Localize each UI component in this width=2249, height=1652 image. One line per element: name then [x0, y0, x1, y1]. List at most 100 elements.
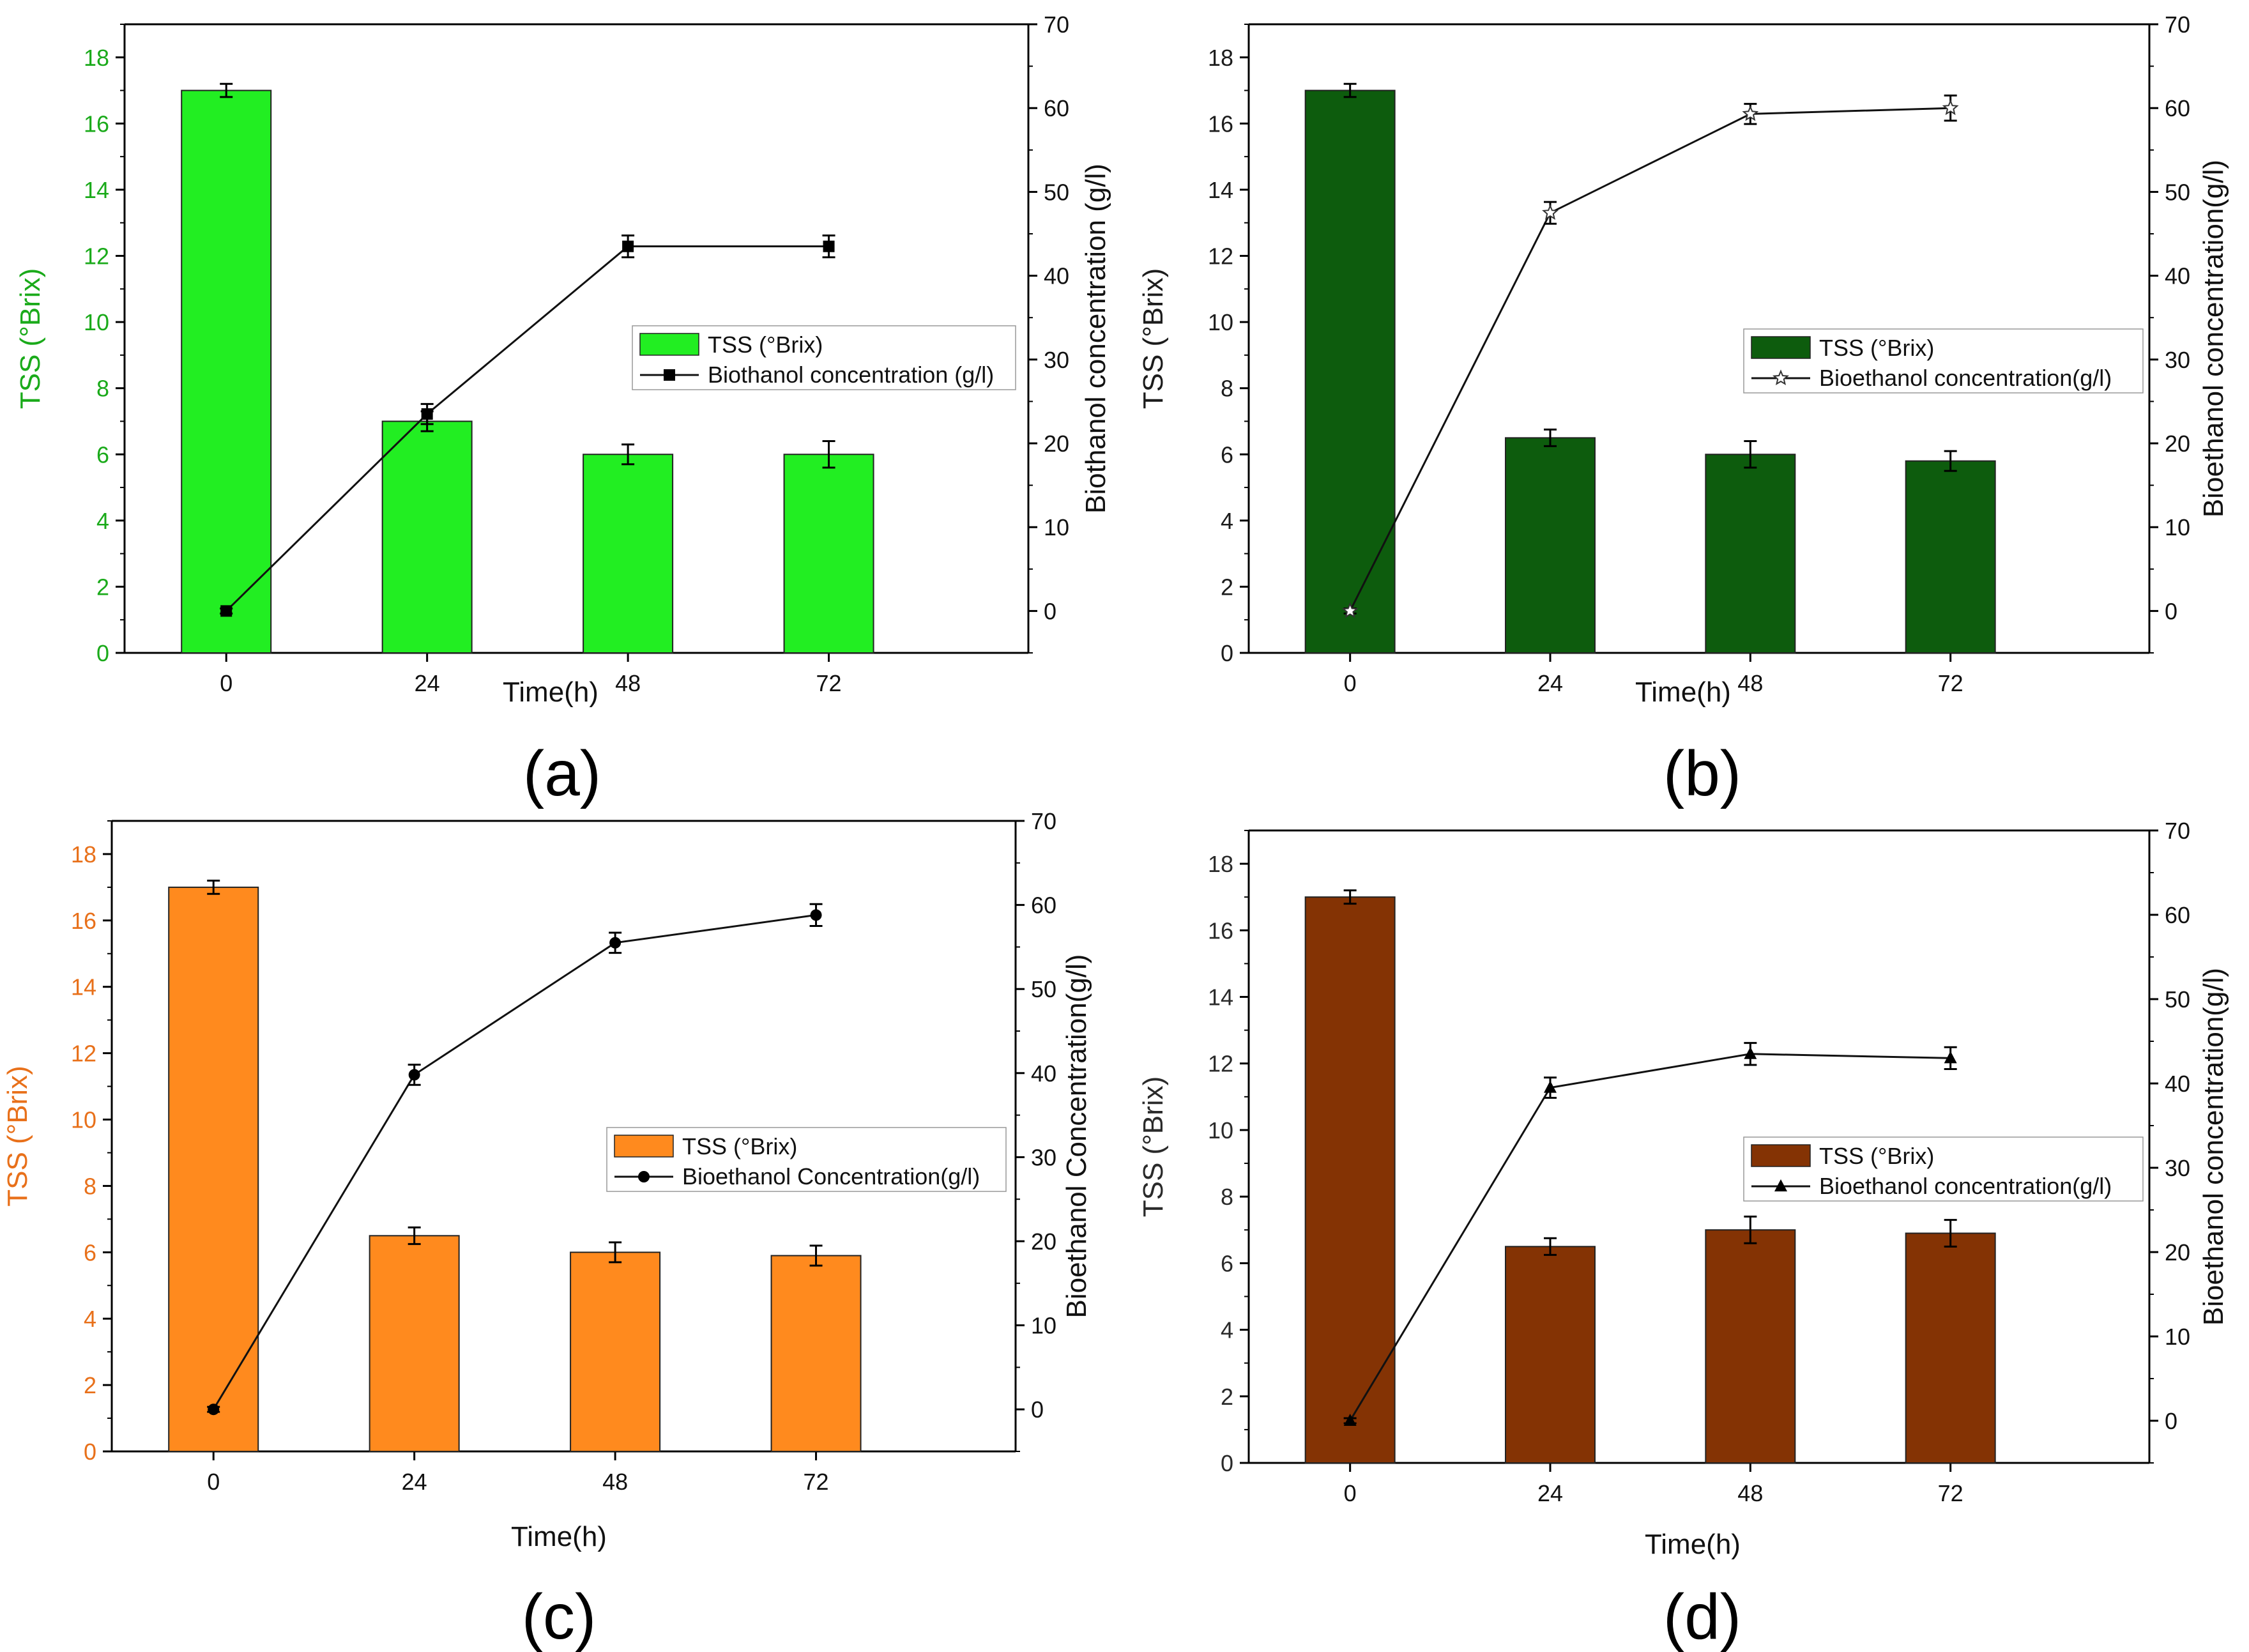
- bar: [369, 1235, 460, 1453]
- x-tick-label: 72: [804, 1469, 829, 1495]
- bar-error: [1343, 82, 1357, 98]
- left-tick-label: 12: [71, 1041, 96, 1067]
- left-tick-label: 8: [84, 1173, 96, 1199]
- right-tick-label: 30: [2165, 1155, 2190, 1181]
- left-tick-label: 0: [84, 1439, 96, 1465]
- left-y-axis-title: TSS (°Brix): [15, 268, 46, 409]
- bar-error: [1744, 440, 1757, 469]
- panel-label: (c): [522, 1581, 597, 1652]
- bar: [1905, 1232, 1996, 1464]
- x-tick-label: 72: [1938, 1480, 1963, 1506]
- legend: TSS (°Brix) Bioethanol concentration(g/l): [1743, 328, 2144, 394]
- left-tick-label: 0: [1221, 640, 1233, 666]
- legend: TSS (°Brix) Bioethanol Concentration(g/l): [606, 1127, 1007, 1192]
- bar-error: [408, 1226, 421, 1245]
- bar-error: [1544, 428, 1557, 447]
- right-tick-label: 0: [2165, 598, 2177, 624]
- right-tick-label: 10: [1044, 514, 1069, 540]
- bar-error: [1544, 1237, 1557, 1256]
- left-tick-label: 10: [84, 309, 109, 335]
- bar: [1304, 896, 1396, 1464]
- bar-error: [207, 880, 220, 895]
- legend-line-label: Bioethanol concentration(g/l): [1819, 1173, 2112, 1199]
- right-tick-label: 40: [1044, 263, 1069, 289]
- bar: [1304, 89, 1396, 654]
- bar-error: [220, 82, 233, 98]
- bar: [1505, 437, 1596, 654]
- bar: [381, 420, 473, 654]
- line-point: [1942, 99, 1959, 116]
- right-y-axis-title: Bioethanol Concentration(g/l): [1061, 954, 1092, 1319]
- right-tick-label: 40: [2165, 1071, 2190, 1097]
- right-tick-label: 30: [1044, 347, 1069, 373]
- line-point: [421, 408, 433, 420]
- legend: TSS (°Brix) Bioethanol concentration(g/l): [1743, 1136, 2144, 1202]
- line-point: [1341, 602, 1359, 618]
- left-tick-label: 2: [84, 1372, 96, 1398]
- right-tick-label: 60: [2165, 95, 2190, 121]
- left-tick-label: 16: [71, 908, 96, 934]
- legend-bar-swatch: [614, 1135, 674, 1158]
- left-tick-label: 6: [84, 1239, 96, 1266]
- right-tick-label: 20: [1031, 1228, 1056, 1255]
- left-tick-label: 18: [84, 45, 109, 71]
- right-tick-label: 50: [1031, 976, 1056, 1002]
- legend-bar-label: TSS (°Brix): [682, 1133, 797, 1159]
- left-tick-label: 8: [1221, 376, 1233, 402]
- right-tick-label: 70: [1031, 808, 1056, 834]
- panel-label: (b): [1663, 738, 1741, 809]
- line-point: [810, 909, 822, 921]
- bar: [583, 454, 674, 654]
- left-tick-label: 8: [1221, 1184, 1233, 1210]
- line-point: [1544, 1080, 1557, 1093]
- x-tick-label: 0: [220, 670, 233, 696]
- x-tick-label: 48: [615, 670, 641, 696]
- left-tick-label: 12: [1208, 243, 1233, 270]
- left-tick-label: 2: [1221, 1384, 1233, 1410]
- legend-line-label: Biothanol concentration (g/l): [708, 362, 994, 388]
- x-axis-title: Time(h): [511, 1521, 607, 1552]
- legend-bar-swatch: [639, 333, 699, 356]
- bar-error: [822, 440, 835, 469]
- legend: TSS (°Brix) Biothanol concentration (g/l): [632, 325, 1016, 390]
- bar: [1705, 1229, 1796, 1464]
- x-tick-label: 24: [415, 670, 440, 696]
- x-tick-label: 48: [602, 1469, 628, 1495]
- bar: [1905, 460, 1996, 654]
- right-tick-label: 60: [1031, 892, 1056, 919]
- legend-line-marker: [664, 369, 675, 381]
- right-tick-label: 30: [2165, 347, 2190, 373]
- right-tick-label: 20: [2165, 1239, 2190, 1266]
- series-line: [1349, 107, 1951, 612]
- legend-bar-label: TSS (°Brix): [708, 332, 823, 358]
- bar-error: [621, 443, 635, 466]
- right-tick-label: 60: [2165, 902, 2190, 928]
- right-tick-label: 70: [2165, 818, 2190, 844]
- left-tick-label: 10: [1208, 309, 1233, 335]
- right-tick-label: 40: [2165, 263, 2190, 289]
- bar-error: [809, 1244, 823, 1267]
- left-tick-label: 4: [96, 508, 109, 534]
- left-tick-label: 12: [84, 243, 109, 270]
- left-tick-label: 10: [1208, 1117, 1233, 1143]
- right-tick-label: 20: [1044, 431, 1069, 457]
- left-tick-label: 4: [1221, 1317, 1233, 1343]
- x-tick-label: 72: [1938, 670, 1963, 696]
- right-tick-label: 60: [1044, 95, 1069, 121]
- bar-error: [1944, 450, 1957, 472]
- left-tick-label: 6: [96, 441, 109, 468]
- x-tick-label: 24: [1537, 1480, 1563, 1506]
- left-tick-label: 14: [84, 177, 109, 203]
- x-tick-label: 48: [1737, 670, 1763, 696]
- legend-line-label: Bioethanol Concentration(g/l): [682, 1163, 980, 1189]
- bar: [181, 89, 272, 654]
- left-tick-label: 14: [71, 974, 96, 1000]
- right-y-axis-title: Bioethanol concentration(g/l): [2198, 160, 2229, 517]
- left-tick-label: 0: [96, 640, 109, 666]
- left-tick-label: 4: [84, 1306, 96, 1332]
- left-tick-label: 14: [1208, 984, 1233, 1011]
- right-tick-label: 0: [1031, 1396, 1044, 1423]
